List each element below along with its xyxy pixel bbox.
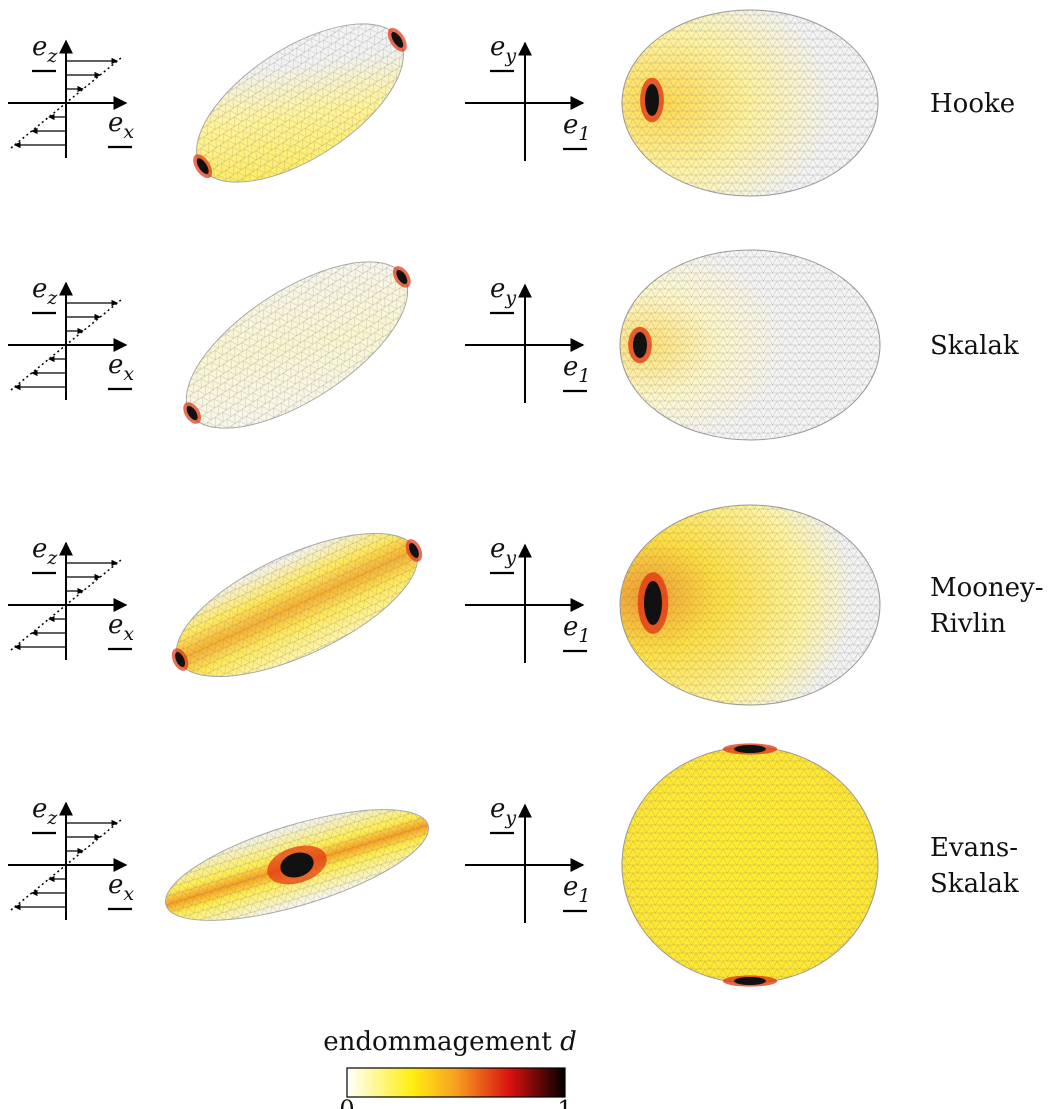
ellipsoid bbox=[183, 261, 411, 429]
model-label: Hooke bbox=[930, 89, 1015, 119]
damage-spot bbox=[734, 745, 766, 753]
sphere-view bbox=[619, 504, 881, 706]
axis-label-base: e bbox=[563, 872, 578, 902]
axis-label-sub: z bbox=[46, 807, 58, 829]
colorbar-title-text: endommagement bbox=[323, 1027, 552, 1057]
axis-label-sub: z bbox=[46, 45, 58, 67]
shear-line bbox=[10, 299, 122, 391]
axis-label-base: e bbox=[563, 110, 578, 140]
damage-spot bbox=[734, 977, 766, 985]
axis-label-base: e bbox=[490, 794, 505, 824]
damage-spot bbox=[633, 332, 647, 358]
ellipsoid bbox=[171, 532, 423, 678]
axis-label: ez bbox=[32, 534, 58, 569]
shear-line bbox=[10, 57, 122, 149]
colorbar-min: 0 bbox=[339, 1096, 354, 1109]
axis-label: ex bbox=[108, 350, 134, 385]
model-label: Skalak bbox=[930, 331, 1019, 361]
damage-spot bbox=[645, 84, 659, 116]
axis-label-base: e bbox=[108, 870, 123, 900]
axis-label-base: e bbox=[490, 534, 505, 564]
axis-label: ez bbox=[32, 32, 58, 67]
sphere-mesh bbox=[620, 250, 880, 440]
axis-label: ey bbox=[490, 534, 516, 569]
colorbar-max: 1 bbox=[557, 1096, 572, 1109]
axis-label: ey bbox=[490, 32, 516, 67]
axis-label-base: e bbox=[32, 794, 47, 824]
axis-label-sub: z bbox=[46, 547, 58, 569]
axis-label: ez bbox=[32, 794, 58, 829]
axis-label-base: e bbox=[108, 108, 123, 138]
damage-spot bbox=[408, 543, 419, 558]
sphere-view bbox=[619, 249, 881, 441]
axis-label-base: e bbox=[563, 352, 578, 382]
axis-label: e1 bbox=[563, 872, 590, 907]
axis-label: ey bbox=[490, 274, 516, 309]
model-label: Skalak bbox=[930, 869, 1019, 899]
axis-label: ex bbox=[108, 610, 134, 645]
damage-spot bbox=[280, 852, 314, 878]
axis-label-sub: 1 bbox=[578, 365, 590, 387]
colorbar-title: endommagement d bbox=[323, 1027, 576, 1057]
axis-label-sub: x bbox=[123, 883, 134, 905]
ellipsoid-mesh bbox=[176, 533, 418, 677]
colorbar-gradient bbox=[346, 1067, 566, 1098]
ellipsoid bbox=[193, 23, 407, 183]
axis-label: e1 bbox=[563, 352, 590, 387]
shear-line bbox=[10, 559, 122, 651]
axis-label-base: e bbox=[32, 274, 47, 304]
axis-label: ex bbox=[108, 108, 134, 143]
axis-label-base: e bbox=[490, 32, 505, 62]
axis-label-sub: 1 bbox=[578, 625, 590, 647]
axis-label-base: e bbox=[32, 534, 47, 564]
axis-label: ez bbox=[32, 274, 58, 309]
colorbar-title-symbol: d bbox=[560, 1027, 577, 1057]
axis-label-base: e bbox=[490, 274, 505, 304]
model-label: Mooney- bbox=[930, 573, 1044, 603]
damage-spot bbox=[175, 652, 186, 667]
axis-label: ey bbox=[490, 794, 516, 829]
ellipsoid-mesh bbox=[196, 23, 404, 183]
damage-spot bbox=[186, 406, 198, 421]
axis-label-sub: y bbox=[504, 45, 516, 67]
axis-label: e1 bbox=[563, 612, 590, 647]
sphere-mesh bbox=[622, 10, 878, 196]
axis-label-base: e bbox=[32, 32, 47, 62]
axis-label-sub: y bbox=[504, 547, 516, 569]
damage-spot bbox=[644, 581, 662, 625]
axis-label-sub: 1 bbox=[578, 885, 590, 907]
axis-label-sub: x bbox=[123, 363, 134, 385]
sphere-mesh bbox=[620, 505, 880, 705]
sphere-view bbox=[621, 9, 879, 197]
axis-label-sub: 1 bbox=[578, 123, 590, 145]
shear-line bbox=[10, 819, 122, 911]
damage-spot bbox=[391, 31, 404, 48]
axis-label-sub: z bbox=[46, 287, 58, 309]
axis-label-sub: y bbox=[504, 287, 516, 309]
sphere-view bbox=[621, 743, 879, 987]
model-label: Evans- bbox=[930, 833, 1018, 863]
axis-label-base: e bbox=[563, 612, 578, 642]
axis-label: e1 bbox=[563, 110, 590, 145]
axis-label: ex bbox=[108, 870, 134, 905]
ellipsoid bbox=[164, 809, 430, 921]
axis-label-base: e bbox=[108, 350, 123, 380]
damage-spot bbox=[196, 158, 209, 175]
axis-label-base: e bbox=[108, 610, 123, 640]
ellipsoid-mesh bbox=[186, 261, 408, 429]
sphere-mesh bbox=[622, 747, 878, 983]
model-label: Rivlin bbox=[930, 609, 1006, 639]
axis-label-sub: x bbox=[123, 623, 134, 645]
axis-label-sub: x bbox=[123, 121, 134, 143]
colorbar: endommagement d 0 1 bbox=[323, 1027, 576, 1109]
axis-label-sub: y bbox=[504, 807, 516, 829]
damage-spot bbox=[396, 269, 408, 284]
